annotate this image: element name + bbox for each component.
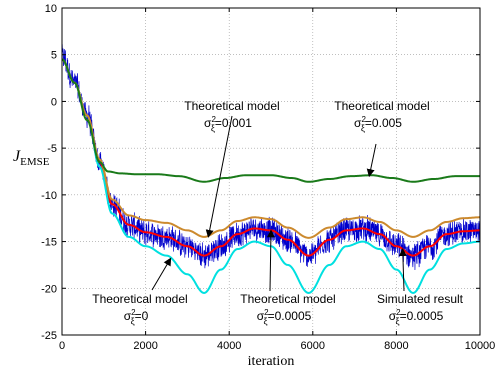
sigma-subscript: ξ [211,123,215,133]
x-tick-label: 2000 [133,340,157,352]
x-tick-label: 6000 [301,340,325,352]
annotation-value-a4: σ2 ξ=0.0005 [257,308,312,326]
sigma-value: =0.001 [215,116,252,130]
y-axis-label-main: J [13,148,21,165]
y-tick-label: -20 [41,283,57,295]
plot-area [62,8,480,335]
ticks: 0 2000 4000 6000 8000 10000 -25 -20 -15 -10 -5 0 5 10 [41,3,495,352]
annotation-value-a2: σ2 ξ=0.005 [354,115,402,133]
sigma-superscript: 2 [264,308,269,317]
sigma-symbol: σ [124,309,132,323]
sigma-value: =0.0005 [268,309,312,323]
sigma-superscript: 2 [131,308,136,317]
sigma-subscript: ξ [264,316,268,326]
sigma-subscript: ξ [361,123,365,133]
sigma-symbol: σ [204,116,212,130]
y-tick-label: -15 [41,237,57,249]
annotation-label-a4: Theoretical model [240,292,335,306]
sigma-superscript: 2 [211,115,216,124]
annotation-arrow-a4 [266,229,275,292]
y-tick-label: 0 [51,96,57,108]
annotation-value-a5: σ2 ξ=0.0005 [389,308,444,326]
annotation-arrow-a5 [398,248,407,292]
sigma-value: =0.0005 [400,309,444,323]
annotation-arrow-a1 [205,115,233,238]
sigma-value: =0.005 [365,116,402,130]
sigma-value: =0 [135,309,149,323]
sigma-subscript: ξ [396,316,400,326]
plot-frame [61,7,481,336]
y-tick-label: -5 [47,143,57,155]
sigma-symbol: σ [257,309,265,323]
y-axis-label: JEMSE [13,148,50,168]
annotation-label-a3: Theoretical model [92,292,187,306]
y-tick-label: -10 [41,190,57,202]
x-axis-label: iteration [248,354,295,369]
x-tick-label: 4000 [217,340,241,352]
sigma-subscript: ξ [131,316,135,326]
annotation-value-a1: σ2 ξ=0.001 [204,115,252,133]
annotation-arrow-a2 [366,143,377,178]
annotation-label-a5: Simulated result [377,292,464,306]
y-tick-label: -25 [41,330,57,342]
sigma-superscript: 2 [361,115,366,124]
x-tick-label: 10000 [465,340,496,352]
series-line-3 [61,58,481,239]
y-tick-label: 10 [45,3,57,15]
sigma-superscript: 2 [396,308,401,317]
series-line-4 [61,58,480,183]
annotation-label-a2: Theoretical model [334,99,429,113]
sigma-symbol: σ [389,309,397,323]
x-tick-label: 0 [59,340,65,352]
x-tick-label: 8000 [384,340,408,352]
grid [62,8,480,335]
annotation-label-a1: Theoretical model [184,99,279,113]
y-axis-label-subscript: EMSE [20,156,50,168]
sigma-symbol: σ [354,116,362,130]
y-tick-label: 5 [51,50,57,62]
annotation-value-a3: σ2 ξ=0 [124,308,149,326]
annotation-arrow-a3 [151,257,172,291]
